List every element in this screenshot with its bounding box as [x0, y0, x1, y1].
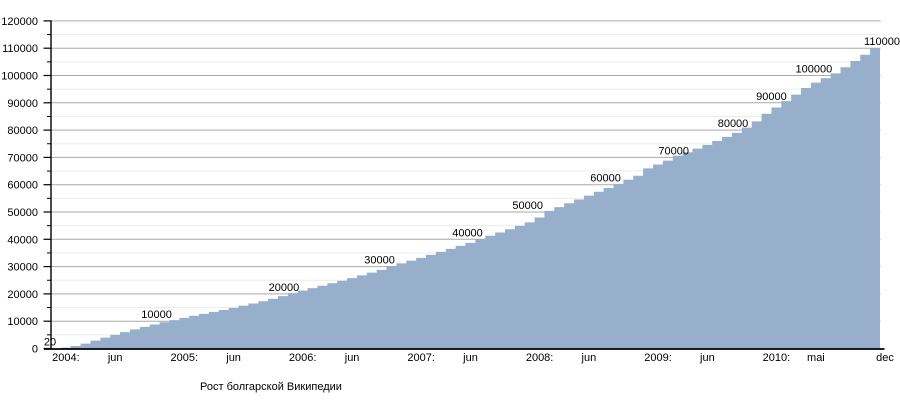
y-tick-label: 60000 [7, 180, 38, 192]
x-tick-label: jun [107, 352, 123, 364]
y-tick-label: 10000 [7, 316, 38, 328]
x-tick-label: 2006: [289, 352, 317, 364]
milestone-label: 80000 [718, 118, 749, 130]
x-tick-label: 2004: [52, 352, 80, 364]
y-tick-label: 20000 [7, 289, 38, 301]
y-tick-label: 100000 [1, 71, 38, 83]
x-tick-label: 2009: [644, 352, 672, 364]
y-tick-label: 90000 [7, 98, 38, 110]
x-tick-label: jun [699, 352, 715, 364]
milestone-label: 70000 [658, 145, 689, 157]
x-tick-label: jun [344, 352, 360, 364]
minor-gridlines [51, 34, 881, 336]
x-tick-labels: 2004: jun 2005: jun 2006: jun 2007: jun 2008: jun… [52, 352, 894, 364]
milestone-label: 100000 [796, 64, 833, 76]
x-tick-label: 2007: [407, 352, 435, 364]
milestone-label: 40000 [452, 227, 483, 239]
milestone-label: 90000 [756, 91, 787, 103]
x-tick-label: jun [462, 352, 478, 364]
milestone-label: 30000 [364, 255, 395, 267]
y-axis [43, 20, 52, 350]
x-tick-label: jun [581, 352, 597, 364]
chart-caption: Рост болгарской Википедии [200, 381, 342, 393]
milestone-label: 110000 [864, 36, 900, 48]
milestone-label: 60000 [590, 173, 621, 185]
x-tick-label: 2008: [526, 352, 554, 364]
x-tick-label: 2010: [763, 352, 791, 364]
y-tick-label: 110000 [2, 43, 38, 55]
milestone-label: 10000 [141, 309, 172, 321]
y-tick-label: 80000 [7, 125, 38, 137]
y-tick-label: 70000 [7, 152, 38, 164]
y-tick-label: 30000 [7, 262, 38, 274]
y-tick-label: 0 [32, 344, 38, 356]
milestone-labels: 20 10000 20000 30000 40000 50000 60000 70000 800… [44, 36, 900, 348]
y-tick-labels: 0 10000 20000 30000 40000 50000 60000 70000 8000… [1, 16, 38, 356]
x-tick-label: 2005: [171, 352, 199, 364]
article-count-area-series [51, 48, 880, 349]
milestone-label: 50000 [512, 200, 543, 212]
x-tick-label: dec [876, 352, 894, 364]
milestone-label: 20000 [269, 282, 300, 294]
y-tick-label: 120000 [1, 16, 38, 28]
x-tick-label: mai [807, 352, 825, 364]
x-tick-label: jun [225, 352, 241, 364]
area-chart-canvas: 0 10000 20000 30000 40000 50000 60000 70000 8000… [1, 16, 900, 364]
y-tick-label: 50000 [7, 207, 38, 219]
y-tick-label: 40000 [7, 234, 38, 246]
milestone-label: 20 [44, 336, 56, 348]
